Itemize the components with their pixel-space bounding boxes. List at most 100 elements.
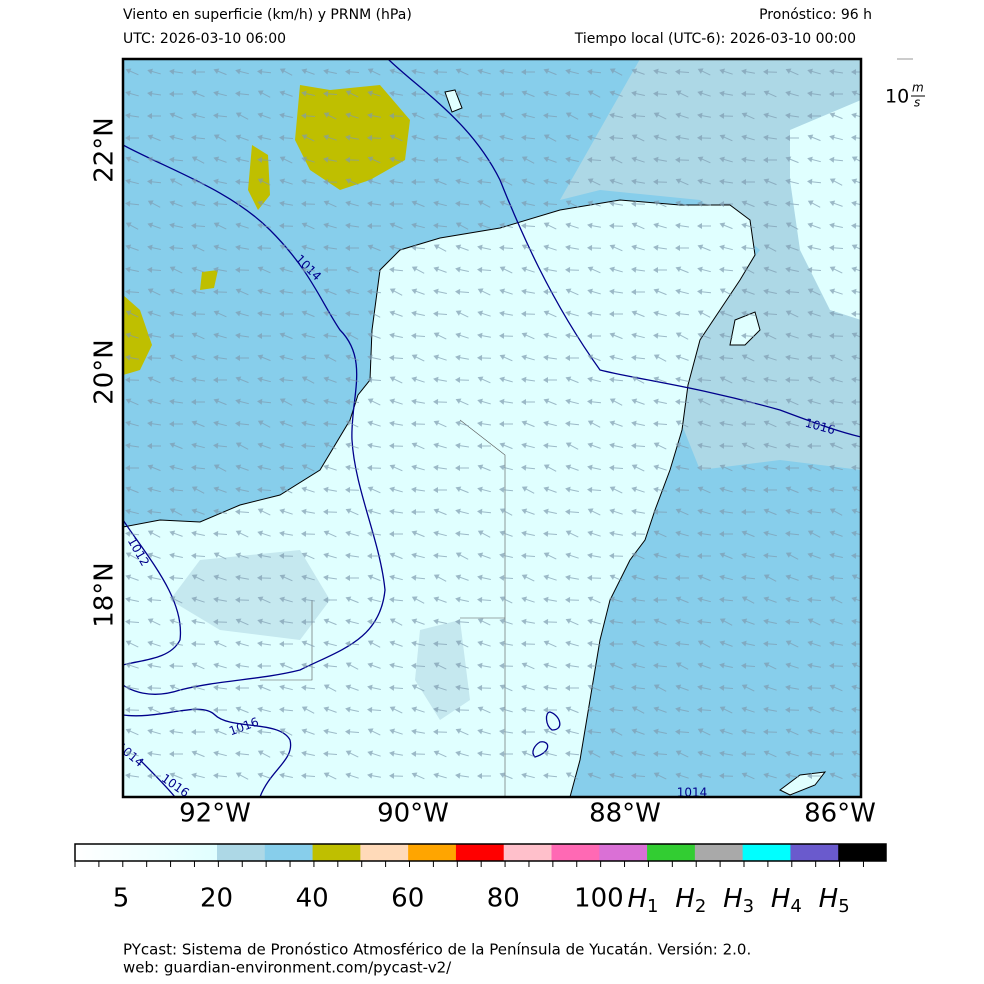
wind-arrow — [213, 200, 228, 207]
wind-arrow — [697, 288, 712, 295]
wind-arrow — [323, 310, 337, 317]
arrow-head — [279, 662, 286, 669]
arrow-head — [851, 640, 857, 647]
arrow-head — [719, 156, 725, 163]
arrow-head — [829, 200, 836, 207]
wind-arrow — [521, 618, 535, 625]
wind-arrow — [763, 266, 777, 273]
wind-arrow — [631, 310, 645, 318]
wind-arrow — [741, 156, 756, 163]
wind-arrow — [279, 728, 293, 736]
arrow-head — [499, 464, 505, 471]
arrow-head — [367, 112, 373, 119]
wind-arrow — [147, 244, 161, 251]
arrow-head — [565, 156, 571, 163]
wind-arrow — [235, 134, 249, 141]
arrow-head — [279, 728, 286, 734]
wind-arrow — [807, 90, 822, 97]
wind-arrow — [653, 354, 667, 362]
wind-arrow — [169, 574, 184, 581]
wind-arrow — [345, 662, 359, 670]
arrow-head — [653, 222, 659, 229]
arrow-head — [521, 332, 528, 338]
wind-arrow — [235, 772, 249, 780]
wind-arrow — [411, 376, 425, 383]
wind-arrow — [191, 618, 205, 625]
arrow-head — [147, 200, 154, 206]
arrow-head — [851, 662, 858, 668]
wind-arrow — [213, 640, 227, 648]
wind-arrow — [191, 772, 205, 779]
arrow-head — [851, 222, 857, 229]
arrow-head — [631, 442, 637, 449]
arrow-head — [807, 354, 813, 361]
wind-arrow — [477, 134, 491, 142]
wind-arrow — [389, 420, 403, 427]
wind-arrow — [367, 662, 381, 669]
wind-arrow — [125, 420, 139, 427]
footer-line: PYcast: Sistema de Pronóstico Atmosféric… — [123, 941, 751, 959]
arrow-head — [829, 596, 836, 602]
arrow-head — [477, 640, 484, 647]
arrow-head — [125, 200, 131, 207]
arrow-head — [279, 376, 285, 383]
arrow-head — [169, 640, 175, 647]
arrow-head — [785, 552, 792, 558]
arrow-head — [433, 310, 439, 317]
arrow-head — [565, 398, 571, 405]
arrow-head — [411, 376, 418, 383]
wind-arrow — [411, 288, 425, 295]
wind-arrow — [191, 222, 206, 229]
arrow-head — [191, 134, 197, 141]
wind-arrow — [279, 311, 293, 317]
wind-arrow — [829, 751, 843, 757]
wind-arrow — [345, 222, 360, 229]
wind-arrow — [389, 376, 403, 384]
arrow-head — [763, 398, 769, 405]
wind-arrow — [455, 354, 469, 361]
wind-arrow — [741, 179, 755, 185]
wind-arrow — [389, 332, 403, 339]
arrow-head — [609, 266, 615, 273]
wind-arrow — [587, 376, 601, 383]
wind-arrow — [697, 530, 712, 537]
arrow-head — [499, 112, 506, 119]
arrow-head — [543, 332, 549, 339]
colorbar-segment — [455, 844, 505, 861]
arrow-head — [653, 706, 660, 713]
arrow-head — [653, 552, 659, 559]
wind-arrow — [807, 508, 822, 515]
wind-arrow — [367, 200, 382, 207]
wind-arrow — [785, 200, 800, 207]
arrow-head — [851, 112, 857, 119]
arrow-head — [147, 310, 154, 317]
wind-arrow — [565, 288, 579, 296]
wind-arrow — [125, 486, 139, 494]
wind-arrow — [565, 244, 579, 251]
wind-arrow — [609, 442, 623, 449]
wind-arrow — [675, 200, 689, 207]
wind-arrow — [213, 222, 227, 230]
arrow-head — [213, 640, 220, 646]
wind-arrow — [345, 178, 359, 186]
wind-arrow — [499, 200, 513, 207]
arrow-head — [411, 640, 417, 647]
arrow-head — [521, 266, 528, 273]
arrow-head — [433, 398, 439, 405]
arrow-head — [477, 443, 482, 449]
arrow-head — [477, 156, 483, 163]
wind-arrow — [609, 618, 624, 625]
wind-arrow — [235, 90, 250, 97]
wind-arrow — [565, 156, 579, 163]
arrow-head — [125, 552, 132, 558]
arrow-head — [345, 420, 352, 426]
wind-arrow — [521, 354, 535, 361]
arrow-head — [169, 398, 175, 405]
arrow-head — [697, 68, 704, 74]
wind-arrow — [609, 596, 623, 603]
arrow-head — [169, 178, 176, 184]
wind-arrow — [829, 728, 844, 735]
arrow-head — [675, 442, 682, 449]
arrow-head — [125, 310, 132, 316]
wind-arrow — [213, 508, 227, 515]
